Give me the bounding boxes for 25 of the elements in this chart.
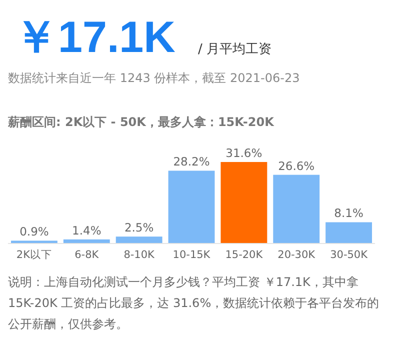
text: 说明：上海自动化测试一个月多少钱？平均工资 ￥17.1K，其中拿 15K-20K 工资的占比最多，达 31.6%，数据统计依赖于各平台发布的公开薪酬，仅供参考。 — [8, 274, 380, 333]
text: 数据统计来自近一年 1243 份样本，截至 2021-06-23 — [8, 70, 300, 87]
x-tick-label: 6-8K — [74, 249, 100, 261]
x-tick-label: 2K以下 — [16, 248, 52, 261]
data-label: 31.6% — [226, 146, 262, 160]
data-label: 1.4% — [72, 223, 102, 238]
bar — [168, 170, 215, 243]
x-tick-label: 20-30K — [278, 249, 316, 261]
x-tick-label: 8-10K — [124, 249, 156, 261]
bar — [220, 162, 268, 243]
bar — [116, 236, 162, 243]
data-label: 0.9% — [20, 224, 49, 239]
chart-subtitle: / 月平均工资 — [198, 41, 272, 58]
data-label: 2.5% — [124, 220, 154, 235]
x-tick-label: 15-20K — [225, 249, 264, 261]
bar — [273, 174, 320, 243]
data-label: 28.2% — [173, 154, 210, 169]
text: 薪酬区间: 2K以下 - 50K，最多人拿：15K-20K — [8, 114, 274, 131]
chart-title: ￥17.1K — [14, 12, 176, 64]
data-label: 26.6% — [278, 158, 315, 173]
x-tick-label: 10-15K — [172, 249, 212, 261]
data-label: 8.1% — [334, 206, 364, 220]
bar — [63, 239, 110, 243]
x-tick-label: 30-50K — [330, 249, 369, 261]
bar — [326, 222, 372, 243]
